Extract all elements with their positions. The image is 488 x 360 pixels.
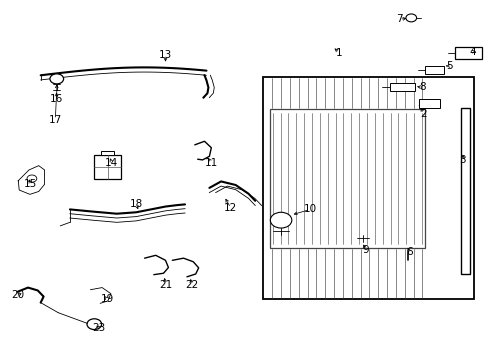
Text: 21: 21 (159, 280, 172, 290)
Bar (263, 77, 473, 299)
Text: 20: 20 (11, 291, 24, 301)
Bar (461, 108, 469, 274)
Text: 7: 7 (395, 14, 402, 24)
Text: 5: 5 (445, 61, 452, 71)
Text: 19: 19 (100, 294, 113, 304)
Bar (454, 47, 481, 59)
Bar (101, 150, 114, 155)
Circle shape (270, 212, 291, 228)
Bar (418, 99, 439, 108)
Bar (424, 66, 444, 74)
Text: 16: 16 (50, 94, 63, 104)
Text: 8: 8 (418, 82, 425, 93)
Text: 1: 1 (336, 48, 342, 58)
Text: 17: 17 (49, 115, 62, 125)
Text: 23: 23 (92, 323, 105, 333)
Bar (269, 109, 424, 248)
Circle shape (400, 242, 414, 252)
Text: 2: 2 (420, 109, 427, 119)
Text: 11: 11 (204, 158, 218, 168)
Text: 18: 18 (129, 199, 142, 210)
Text: 13: 13 (159, 50, 172, 60)
Text: 10: 10 (303, 204, 316, 215)
Text: 14: 14 (105, 158, 118, 168)
Text: 12: 12 (224, 203, 237, 213)
Text: 3: 3 (459, 155, 466, 165)
Circle shape (50, 74, 63, 84)
Bar (94, 155, 121, 179)
Circle shape (404, 245, 410, 249)
Circle shape (405, 14, 416, 22)
Text: 6: 6 (405, 247, 412, 257)
Text: 15: 15 (24, 179, 38, 189)
Text: 9: 9 (362, 245, 368, 255)
Text: 4: 4 (468, 46, 475, 57)
Bar (389, 83, 414, 91)
Text: 22: 22 (185, 280, 198, 290)
